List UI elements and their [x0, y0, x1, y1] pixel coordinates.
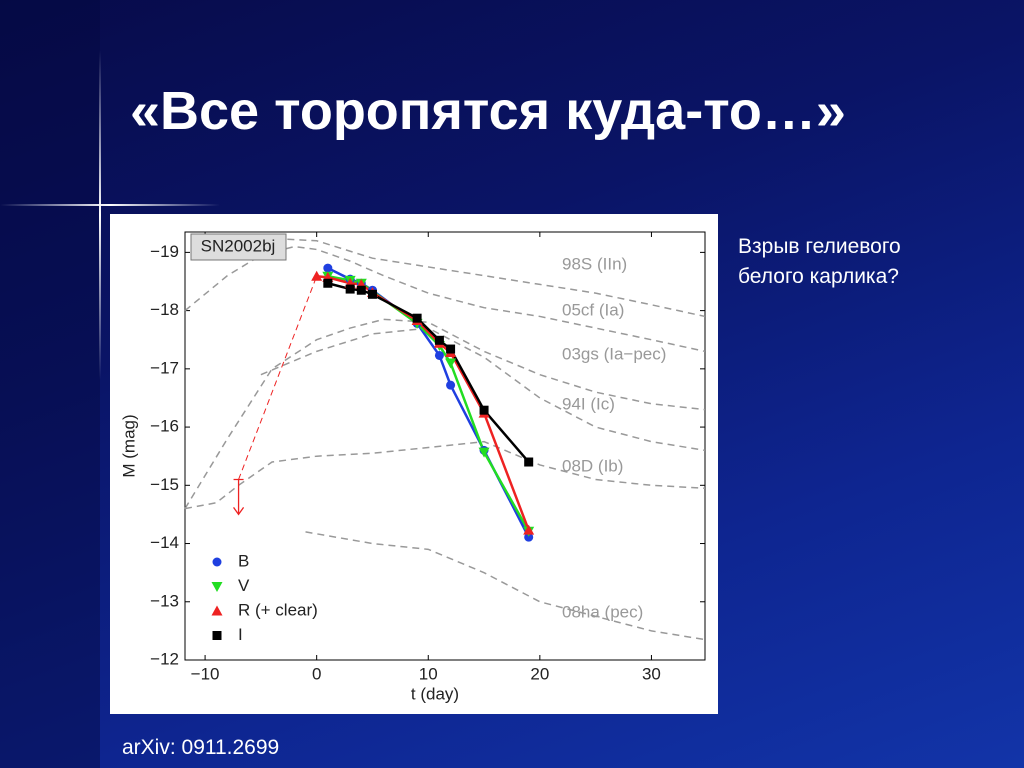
sparkle-h [0, 204, 220, 206]
annotation-box [190, 233, 287, 261]
y-tick-label: −16 [150, 417, 179, 436]
sparkle-v [99, 50, 101, 380]
point [523, 524, 535, 535]
y-tick-label: −12 [150, 649, 179, 668]
x-tick-label: 10 [419, 664, 438, 683]
point [446, 344, 456, 354]
reference-label: 08D (Ib) [562, 456, 623, 475]
y-tick-label: −15 [150, 475, 179, 494]
y-tick-label: −14 [150, 533, 179, 552]
reference-curve [184, 440, 706, 510]
point [323, 263, 333, 273]
point [434, 350, 444, 360]
legend-marker [211, 582, 223, 592]
reference-curve [216, 237, 706, 318]
reference-curve [260, 327, 706, 452]
chart: −10 0 10 20 30 −19 −18 −17 −16 −15 −14 −13 −12 t (day… [119, 231, 706, 703]
limit-guide [238, 276, 318, 480]
source: arXiv: 0911.2699 [122, 736, 280, 759]
plot-frame [184, 231, 706, 661]
legend-marker [212, 631, 222, 640]
point [445, 358, 457, 369]
reference-curve [184, 318, 706, 509]
legend-label: B [238, 551, 249, 570]
legend-label: V [238, 576, 250, 595]
side-text: Взрыв гелиевого белого карлика? [738, 232, 901, 292]
point [524, 457, 534, 467]
y-tick-label: −17 [150, 358, 179, 377]
side-text-line: Взрыв гелиевого [738, 235, 901, 258]
reference-curve [305, 531, 706, 641]
side-text-line: белого карлика? [738, 265, 899, 288]
x-tick-label: 0 [312, 664, 321, 683]
y-tick-label: −13 [150, 591, 179, 610]
annotation: SN2002bj [201, 236, 276, 255]
x-axis-label: t (day) [411, 684, 459, 703]
y-tick-label: −18 [150, 300, 179, 319]
point [434, 335, 444, 345]
point [356, 285, 366, 295]
reference-label: 94I (Ic) [562, 394, 615, 413]
point [311, 270, 323, 281]
y-tick-label: −19 [150, 242, 179, 261]
legend-label: I [238, 625, 243, 644]
reference-label: 05cf (Ia) [562, 300, 624, 319]
x-tick-label: −10 [191, 664, 220, 683]
limit-arrow [233, 478, 245, 516]
legend-marker [212, 557, 222, 567]
reference-label: 98S (IIn) [562, 254, 627, 273]
slide-title: «Все торопятся куда-то…» [130, 81, 846, 141]
legend-label: R (+ clear) [238, 600, 318, 619]
point [479, 405, 489, 415]
reference-label: 08ha (pec) [562, 602, 643, 621]
x-tick-label: 30 [642, 664, 661, 683]
point [367, 289, 377, 299]
point [524, 532, 534, 542]
point [345, 284, 355, 294]
point [478, 447, 490, 458]
point [412, 313, 422, 323]
x-tick-label: 20 [530, 664, 549, 683]
point [446, 380, 456, 390]
y-axis-label: M (mag) [119, 414, 138, 477]
chart-background [110, 214, 718, 714]
point [323, 278, 333, 288]
left-band [0, 0, 100, 768]
legend-marker [211, 605, 223, 616]
reference-label: 03gs (Ia−pec) [562, 344, 666, 363]
